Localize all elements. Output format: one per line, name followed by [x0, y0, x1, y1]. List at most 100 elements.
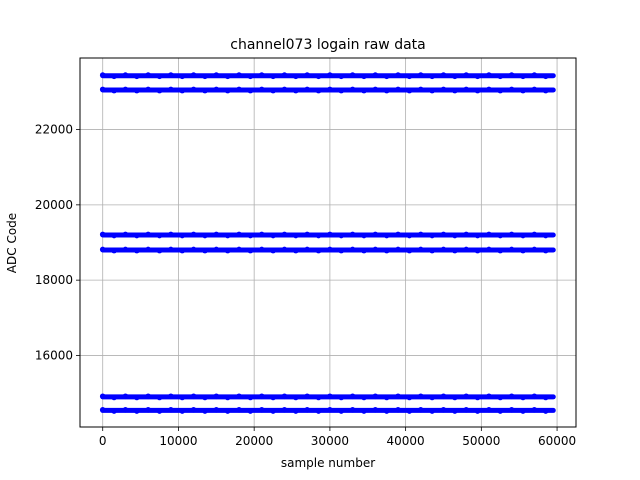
data-point	[486, 231, 492, 238]
data-point	[247, 247, 254, 254]
data-point	[429, 247, 435, 254]
data-point	[293, 408, 299, 414]
data-point	[452, 87, 458, 94]
data-point	[111, 247, 117, 254]
data-point	[327, 86, 333, 93]
data-point	[463, 407, 469, 413]
data-point	[361, 232, 367, 239]
data-point	[361, 87, 367, 94]
data-point	[497, 408, 504, 414]
data-point	[349, 246, 356, 253]
data-point	[474, 232, 481, 239]
chart-title: channel073 logain raw data	[230, 37, 425, 53]
data-point	[293, 394, 299, 401]
data-point	[168, 246, 174, 253]
data-point	[281, 407, 288, 413]
data-point	[111, 394, 117, 401]
data-point	[99, 246, 106, 253]
data-point	[213, 407, 220, 413]
x-tick-label: 10000	[159, 434, 197, 448]
data-point	[202, 394, 208, 401]
data-point	[236, 231, 242, 238]
data-point	[179, 247, 186, 254]
data-point	[452, 73, 458, 80]
data-points	[99, 72, 556, 414]
data-point	[452, 408, 458, 414]
data-point	[542, 73, 549, 80]
data-point	[508, 231, 515, 238]
data-point	[474, 408, 481, 414]
data-point	[213, 86, 220, 93]
data-point	[156, 394, 163, 401]
data-point	[293, 232, 299, 239]
data-point	[213, 72, 220, 78]
x-tick-label: 20000	[235, 434, 273, 448]
data-point	[224, 73, 231, 80]
data-point	[417, 246, 424, 253]
data-point	[202, 232, 208, 239]
x-axis-ticks: 0 10000 20000 30000 40000 50000 60000	[99, 427, 576, 448]
data-point	[440, 86, 447, 93]
data-point	[520, 73, 526, 80]
data-point	[372, 407, 379, 413]
data-point	[474, 73, 481, 80]
data-point	[417, 231, 424, 238]
data-point	[304, 231, 310, 238]
data-point	[406, 73, 413, 80]
data-point	[361, 408, 367, 414]
data-point	[145, 393, 151, 400]
data-point	[406, 394, 413, 401]
data-point	[281, 393, 288, 400]
data-point	[145, 72, 151, 78]
data-point	[440, 393, 447, 400]
data-point	[349, 231, 356, 238]
data-point	[338, 247, 345, 254]
data-point	[168, 407, 174, 413]
data-point	[406, 87, 413, 94]
data-point	[190, 231, 197, 238]
data-point	[452, 232, 458, 239]
data-point	[304, 72, 310, 78]
data-point	[293, 247, 299, 254]
data-point	[440, 246, 447, 253]
data-point	[417, 86, 424, 93]
data-point	[179, 232, 186, 239]
data-point	[361, 247, 367, 254]
data-point	[236, 72, 242, 78]
data-point	[247, 73, 254, 80]
data-point	[179, 87, 186, 94]
data-point	[338, 73, 345, 80]
data-point	[236, 393, 242, 400]
data-point	[520, 394, 526, 401]
x-axis-label: sample number	[281, 456, 375, 470]
y-axis-label: ADC Code	[5, 213, 19, 273]
data-point	[497, 394, 504, 401]
data-point	[406, 247, 413, 254]
data-point	[542, 87, 549, 94]
data-point	[383, 73, 390, 80]
data-point	[202, 247, 208, 254]
data-point	[202, 408, 208, 414]
data-point	[429, 87, 435, 94]
data-point	[429, 73, 435, 80]
data-point	[258, 393, 265, 400]
data-point	[463, 393, 469, 400]
data-point	[304, 393, 310, 400]
data-point	[224, 394, 231, 401]
grid-lines	[80, 58, 576, 427]
data-point	[349, 86, 356, 93]
data-point	[520, 408, 526, 414]
data-point	[247, 408, 254, 414]
data-point	[304, 407, 310, 413]
data-point	[304, 246, 310, 253]
data-point	[281, 231, 288, 238]
data-point	[258, 407, 265, 413]
data-point	[486, 393, 492, 400]
y-tick-label: 20000	[35, 198, 73, 212]
data-point	[179, 73, 186, 80]
data-point	[99, 86, 106, 93]
data-point	[486, 407, 492, 413]
data-point	[133, 394, 140, 401]
